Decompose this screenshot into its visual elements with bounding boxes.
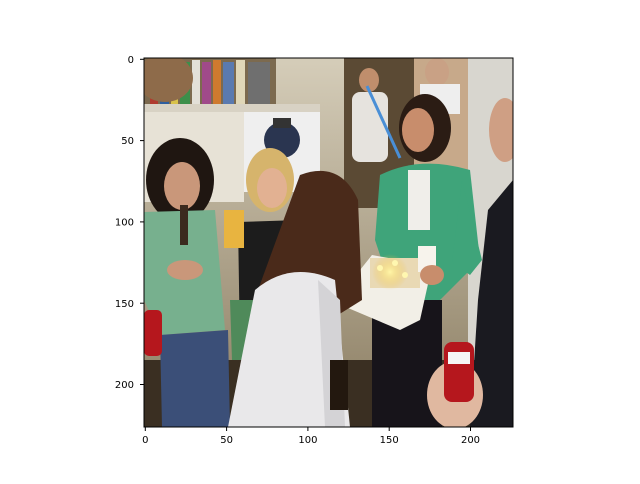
x-tick-label: 150 (380, 435, 399, 446)
y-tick-label: 50 (121, 136, 134, 147)
y-tick-label: 100 (115, 218, 134, 229)
x-tick-label: 0 (142, 435, 148, 446)
y-axis: 0 50 100 150 200 (115, 55, 144, 391)
x-tick-label: 100 (298, 435, 317, 446)
x-tick-label: 200 (461, 435, 480, 446)
x-tick-label: 50 (220, 435, 233, 446)
x-axis: 0 50 100 150 200 (142, 427, 480, 446)
party-photo (144, 58, 513, 427)
left-woman-jeans (160, 330, 230, 427)
axes-frame (143, 57, 514, 428)
y-tick-label: 150 (115, 299, 134, 310)
y-tick-label: 0 (128, 55, 134, 66)
y-tick-label: 200 (115, 380, 134, 391)
red-can (444, 342, 474, 402)
